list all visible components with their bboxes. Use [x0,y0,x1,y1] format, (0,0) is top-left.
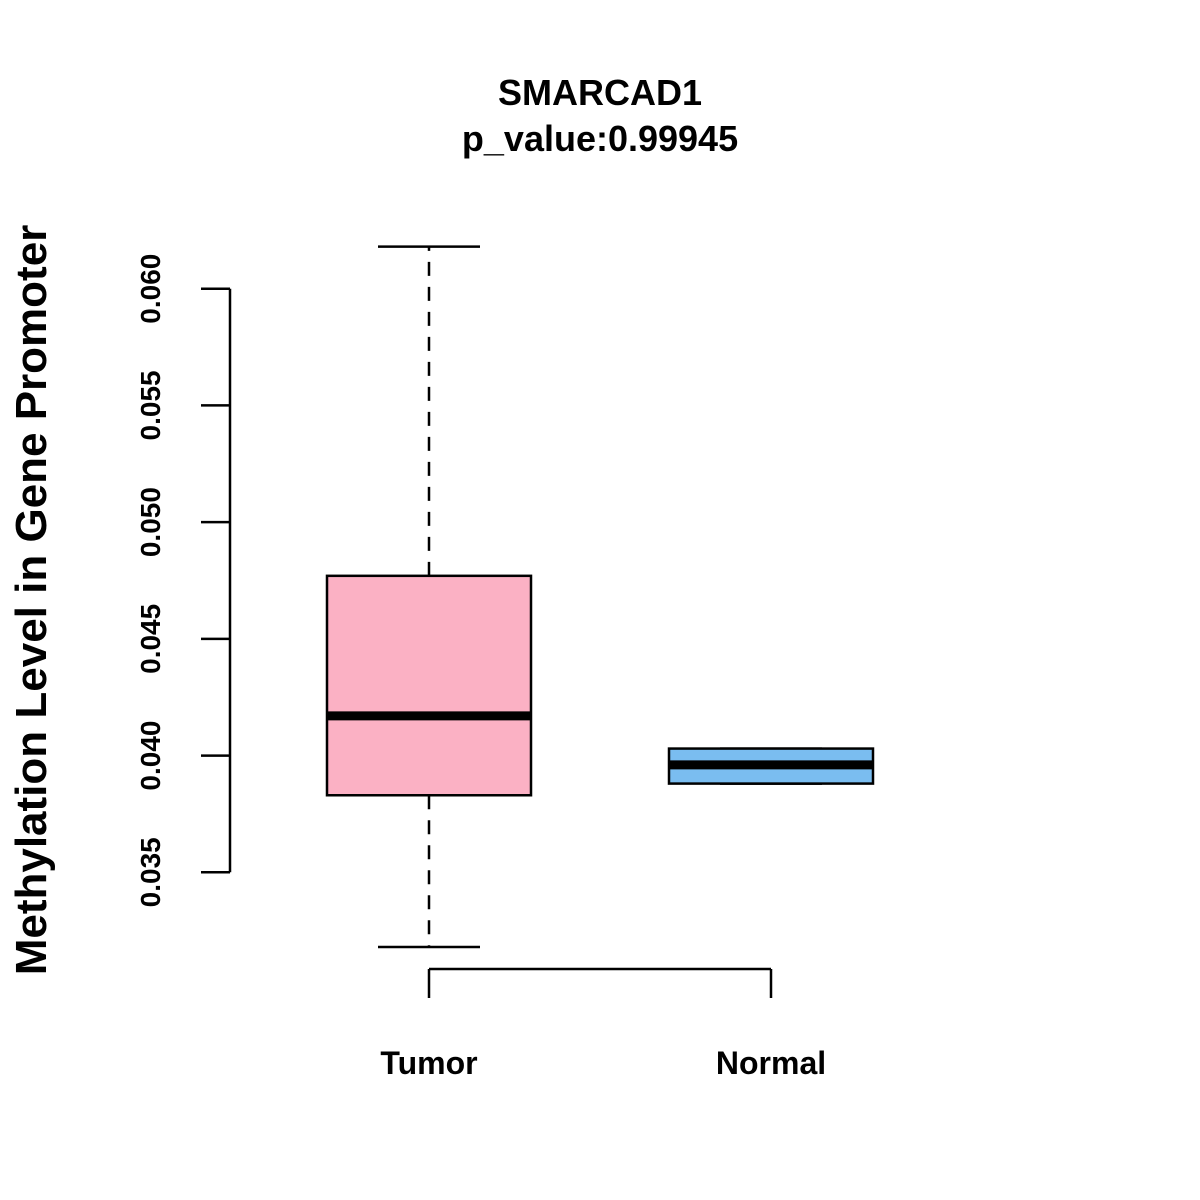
chart-title: SMARCAD1 [498,72,702,113]
x-axis: Tumor Normal [380,967,826,1081]
y-tick-label: 0.055 [135,370,166,440]
y-tick-label: 0.050 [135,487,166,557]
box-tumor [325,245,533,949]
y-tick-label: 0.035 [135,837,166,907]
y-axis-label: Methylation Level in Gene Promoter [7,225,56,976]
y-axis: 0.035 0.040 0.045 0.050 0.055 0.060 [135,254,232,907]
y-tick-label: 0.060 [135,254,166,324]
box-normal [667,747,875,785]
x-tick-label-normal: Normal [716,1045,826,1081]
iqr-box [325,574,533,797]
chart-subtitle: p_value:0.99945 [462,118,738,159]
y-tick-label: 0.040 [135,721,166,791]
box-group [325,245,875,949]
y-tick-label: 0.045 [135,604,166,674]
x-tick-label-tumor: Tumor [380,1045,477,1081]
